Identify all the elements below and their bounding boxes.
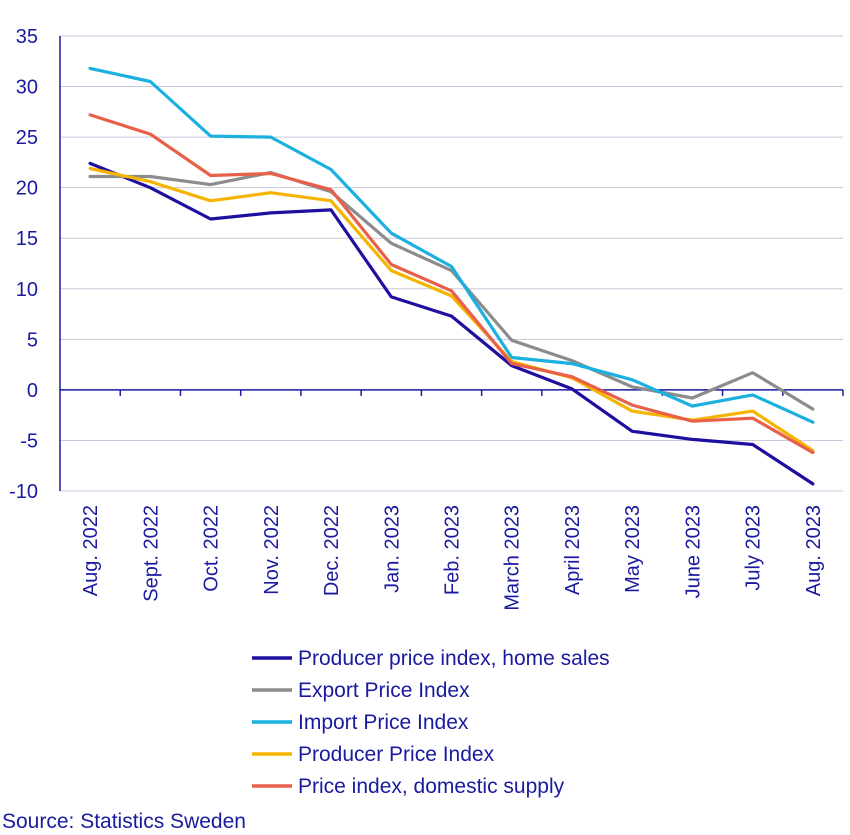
x-tick-label: June 2023: [682, 505, 704, 598]
series-line-2: [88, 170, 815, 411]
x-tick-label: May 2023: [622, 505, 644, 593]
series-line-4: [88, 166, 815, 453]
y-tick-label: 25: [16, 127, 38, 149]
legend-label: Price index, domestic supply: [298, 775, 565, 798]
y-tick-label: 15: [16, 228, 38, 250]
y-tick-label: -10: [9, 481, 38, 503]
y-tick-label: 5: [27, 329, 38, 351]
x-tick-labels: Aug. 2022 Sept. 2022 Oct. 2022 Nov. 2022 Dec…: [80, 505, 825, 611]
x-tick-label: Nov. 2022: [261, 505, 283, 595]
series-line-3: [88, 66, 815, 424]
y-tick-labels: 35 30 25 20 15 10 5 0 -5 -10: [9, 26, 38, 503]
x-tick-label: Aug. 2022: [80, 505, 102, 596]
legend-label: Import Price Index: [298, 711, 469, 734]
x-tick-label: Jan. 2023: [381, 505, 403, 593]
x-tick-label: March 2023: [502, 505, 524, 611]
series-lines: [88, 66, 815, 486]
legend-label: Producer price index, home sales: [298, 647, 610, 670]
legend-label: Export Price Index: [298, 679, 470, 702]
gridlines: [60, 35, 843, 492]
y-tick-label: 30: [16, 77, 38, 99]
y-tick-label: 0: [27, 380, 38, 402]
legend-label: Producer Price Index: [298, 743, 495, 766]
y-tick-label: -5: [20, 430, 38, 452]
x-tick-label: Aug. 2023: [803, 505, 825, 596]
y-tick-label: 10: [16, 279, 38, 301]
y-tick-label: 20: [16, 178, 38, 200]
x-tick-label: Oct. 2022: [201, 505, 223, 592]
x-tick-label: Dec. 2022: [321, 505, 343, 596]
x-tick-label: April 2023: [562, 505, 584, 595]
series-line-5: [88, 113, 815, 455]
x-tick-label: Feb. 2023: [442, 505, 464, 595]
y-tick-label: 35: [16, 26, 38, 48]
x-tick-label: Sept. 2022: [140, 505, 162, 602]
legend: Producer price index, home sales Export P…: [252, 647, 610, 798]
source-note: Source: Statistics Sweden: [2, 810, 246, 833]
x-tick-label: July 2023: [743, 505, 765, 591]
series-line-1: [88, 161, 815, 486]
